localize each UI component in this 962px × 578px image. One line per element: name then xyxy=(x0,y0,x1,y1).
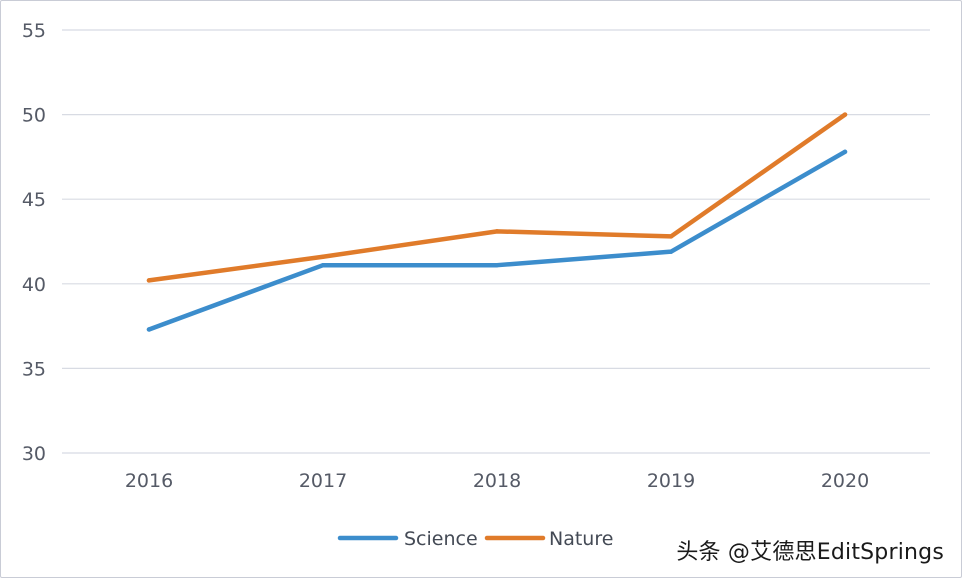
y-axis-ticks: 30 35 40 45 50 55 xyxy=(22,20,46,465)
x-tick-label-2020: 2020 xyxy=(821,470,869,492)
series-line-nature xyxy=(146,112,848,283)
x-tick-label-2019: 2019 xyxy=(647,470,695,492)
data-point-science-2016 xyxy=(146,327,152,332)
data-point-nature-2019 xyxy=(668,234,674,239)
x-axis-ticks: 2016 2017 2018 2019 2020 xyxy=(125,470,869,492)
y-tick-label-35: 35 xyxy=(22,358,46,380)
data-point-nature-2016 xyxy=(146,278,152,283)
y-tick-label-30: 30 xyxy=(22,443,46,465)
series-lines xyxy=(146,112,848,332)
x-tick-label-2016: 2016 xyxy=(125,470,173,492)
y-tick-label-40: 40 xyxy=(22,274,46,296)
data-point-science-2017 xyxy=(320,262,326,268)
y-tick-label-45: 45 xyxy=(22,189,46,211)
y-tick-label-55: 55 xyxy=(22,20,46,42)
legend-label-nature: Nature xyxy=(549,528,613,550)
data-point-nature-2018 xyxy=(494,229,500,234)
x-tick-label-2017: 2017 xyxy=(299,470,347,492)
series-line-science xyxy=(146,149,848,332)
data-point-science-2020 xyxy=(842,149,848,155)
y-tick-label-50: 50 xyxy=(22,105,46,127)
data-point-science-2019 xyxy=(668,249,674,254)
watermark-text: 头条 @艾德思EditSprings xyxy=(676,540,944,565)
data-point-science-2018 xyxy=(494,262,500,268)
legend-label-science: Science xyxy=(404,528,478,550)
data-point-nature-2017 xyxy=(320,254,326,259)
grid-lines xyxy=(62,29,930,454)
legend: Science Nature xyxy=(337,528,613,550)
data-point-nature-2020 xyxy=(842,112,848,117)
x-tick-label-2018: 2018 xyxy=(473,470,521,492)
